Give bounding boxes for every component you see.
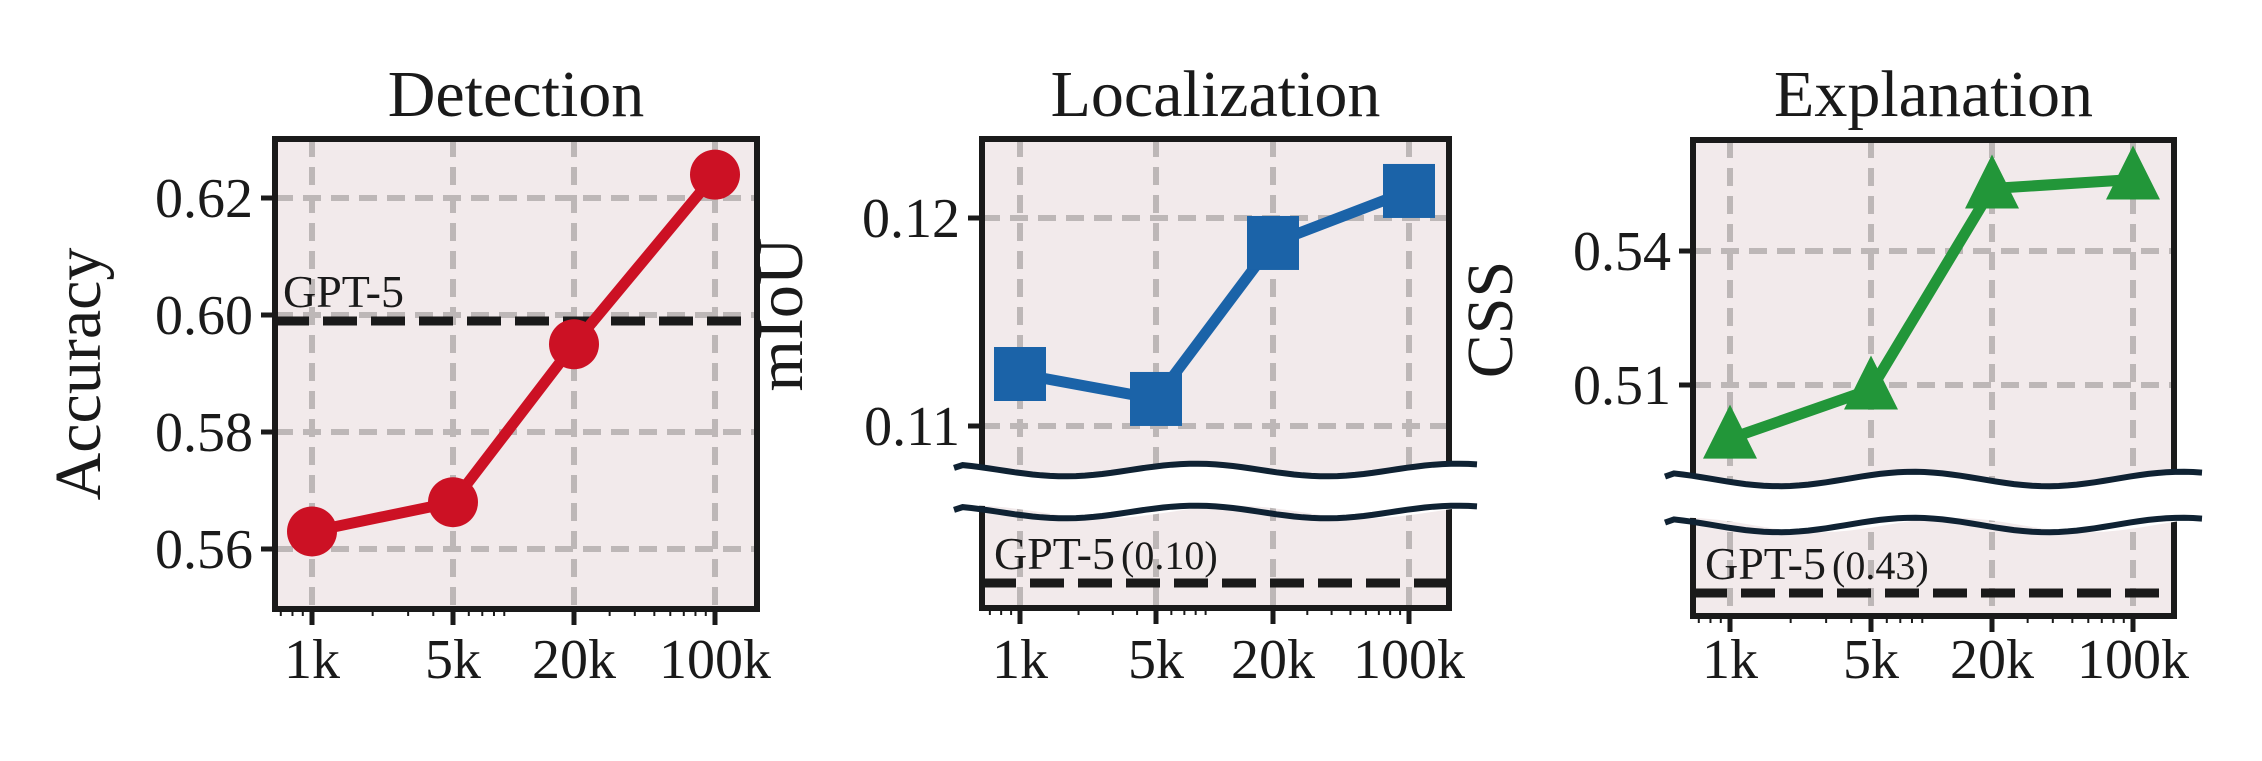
panel-localization: GPT-5 (0.10) 0.11 0.12 1k 5k 20k 100k Localizati… — [744, 58, 1478, 691]
data-point-square — [1383, 163, 1435, 218]
y-tick-label: 0.60 — [155, 285, 253, 347]
axis-break-wave-lower — [1663, 514, 2203, 536]
series-line — [1019, 185, 1411, 405]
data-point-square — [994, 347, 1046, 401]
y-tick-label: 0.62 — [155, 168, 253, 230]
chart-title: Explanation — [1774, 58, 2093, 131]
axis-break-wave-upper — [1663, 468, 2203, 490]
x-tick-label: 100k — [2077, 629, 2189, 691]
y-tick-label: 0.51 — [1573, 355, 1671, 417]
data-point-circle — [549, 319, 599, 370]
axis-break-wave-upper — [953, 460, 1478, 480]
x-tick-label: 100k — [1353, 629, 1465, 691]
x-tick-label: 20k — [532, 629, 616, 691]
x-tick-label: 20k — [1950, 629, 2034, 691]
data-point-square — [1247, 215, 1299, 270]
y-tick-label: 0.58 — [155, 402, 253, 464]
series-line — [310, 171, 720, 537]
y-axis-label: Accuracy — [42, 248, 115, 501]
y-axis-label: mIoU — [744, 238, 817, 392]
x-tick-label: 1k — [284, 629, 340, 691]
data-point-circle — [690, 149, 740, 200]
data-point-circle — [428, 477, 478, 528]
x-tick-label: 1k — [1702, 629, 1758, 691]
y-tick-label: 0.11 — [864, 396, 960, 458]
y-tick-label: 0.56 — [155, 519, 253, 581]
chart-title: Localization — [1051, 58, 1381, 131]
data-point-circle — [287, 506, 337, 557]
x-tick-label: 5k — [1128, 629, 1184, 691]
baseline-label-name: GPT-5 — [994, 528, 1115, 579]
axes-frame — [979, 136, 1452, 611]
y-tick-label: 0.54 — [1573, 221, 1671, 283]
x-tick-label: 5k — [425, 629, 481, 691]
baseline-label-name: GPT-5 — [1705, 538, 1826, 589]
baseline-label: GPT-5 (0.10) — [994, 528, 1218, 579]
x-tick-label: 5k — [1843, 629, 1899, 691]
axes-background — [1693, 140, 2174, 616]
panel-explanation: GPT-5 (0.43) 0.51 0.54 1k 5k 20k 100k Explanatio… — [1454, 58, 2203, 691]
baseline-label-name: GPT-5 — [283, 266, 404, 317]
x-tick-label: 100k — [659, 629, 771, 691]
series-line — [1728, 174, 2134, 444]
y-axis-label: CSS — [1454, 261, 1527, 378]
data-point-triangle — [1844, 355, 1898, 410]
baseline-label-value: (0.10) — [1121, 533, 1218, 578]
chart-title: Detection — [388, 58, 645, 131]
data-point-square — [1130, 371, 1182, 426]
axes-frame — [1690, 137, 2177, 619]
plot-area — [275, 139, 757, 609]
data-point-triangle — [1703, 404, 1757, 459]
data-point-triangle — [1965, 154, 2019, 209]
x-tick-label: 1k — [992, 629, 1048, 691]
baseline-label-value: (0.43) — [1832, 543, 1929, 588]
axes-frame — [272, 136, 760, 612]
x-tick-label: 20k — [1231, 629, 1315, 691]
data-point-triangle — [2106, 145, 2160, 200]
axis-break-wave-lower — [953, 502, 1478, 522]
baseline-label: GPT-5 — [283, 266, 404, 317]
panel-detection: GPT-5 0.56 0.58 0.60 0.62 1k 5k 20k 100k Detectio… — [42, 58, 771, 691]
y-tick-label: 0.12 — [862, 188, 960, 250]
baseline-label: GPT-5 (0.43) — [1705, 538, 1929, 589]
